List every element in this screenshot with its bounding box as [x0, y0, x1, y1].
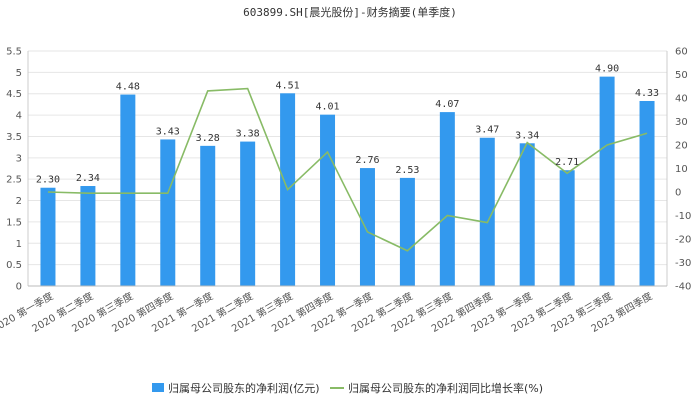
right-y-axis: -40 -30 -20 -10 0 10 20 30 40 50 60	[666, 47, 691, 293]
bar	[120, 94, 136, 286]
bar-value-label: 4.48	[116, 82, 140, 93]
right-y-tick-label: 10	[675, 164, 688, 175]
bar-value-label: 4.90	[595, 64, 619, 75]
bar-value-label: 3.43	[156, 126, 180, 137]
bar-value-label: 2.76	[355, 155, 379, 166]
chart-title: 603899.SH[晨光股份]-财务摘要(单季度)	[243, 5, 457, 19]
left-y-tick-label: 2	[16, 196, 22, 207]
growth-rate-line	[47, 87, 648, 252]
bar-value-label: 2.71	[555, 157, 579, 168]
left-y-tick-label: 4.5	[6, 89, 22, 100]
left-y-tick-label: 2.5	[6, 175, 22, 186]
bar	[439, 112, 455, 286]
legend-bar-label: 归属母公司股东的净利润(亿元)	[168, 381, 320, 395]
bar	[479, 137, 495, 286]
bar	[160, 139, 176, 286]
right-y-tick-label: -40	[675, 282, 691, 293]
left-y-tick-label: 0	[16, 282, 22, 293]
data-labels: 2.30 2.34 4.48 3.43 3.28 3.38 4.51 4.01 2.76 2.53…	[36, 64, 659, 186]
bar-value-label: 3.34	[515, 130, 539, 141]
right-y-tick-label: -20	[675, 235, 691, 246]
legend-bar-swatch	[152, 383, 164, 392]
right-y-tick-label: 40	[675, 94, 688, 105]
left-y-tick-label: 1.5	[6, 217, 22, 228]
left-y-tick-label: 3.5	[6, 132, 22, 143]
line-series	[47, 87, 648, 252]
bar	[359, 168, 375, 286]
right-y-tick-label: 50	[675, 70, 688, 81]
left-y-tick-label: 4	[16, 111, 22, 122]
bar	[320, 114, 336, 286]
bar	[599, 76, 615, 287]
bar	[80, 186, 96, 286]
right-y-tick-label: -10	[675, 211, 691, 222]
bar-value-label: 4.51	[276, 80, 300, 91]
right-y-tick-label: 60	[675, 47, 688, 58]
bar-value-label: 2.34	[76, 173, 100, 184]
bar-value-label: 2.53	[395, 165, 419, 176]
bar	[240, 141, 256, 286]
left-y-tick-label: 3	[16, 153, 22, 164]
bar	[40, 187, 56, 286]
right-y-tick-label: 0	[675, 188, 681, 199]
bar-value-label: 4.33	[635, 88, 659, 99]
bar	[200, 145, 216, 286]
bar	[519, 143, 535, 286]
bar-value-label: 3.38	[236, 129, 260, 140]
bar-value-label: 3.47	[475, 125, 499, 136]
bar-series	[40, 76, 655, 287]
left-y-tick-label: 5.5	[6, 47, 22, 58]
left-y-tick-label: 1	[16, 239, 22, 250]
bar-value-label: 3.28	[196, 133, 220, 144]
bar-value-label: 2.30	[36, 175, 60, 186]
bar	[559, 170, 575, 286]
left-y-axis: 0 0.5 1 1.5 2 2.5 3 3.5 4 4.5 5 5.5	[6, 47, 29, 293]
right-y-tick-label: -30	[675, 258, 691, 269]
legend[interactable]: 归属母公司股东的净利润(亿元) 归属母公司股东的净利润同比增长率(%)	[152, 381, 543, 395]
left-y-tick-label: 5	[16, 68, 22, 79]
bar	[639, 100, 655, 286]
bar	[399, 177, 415, 286]
right-y-tick-label: 20	[675, 141, 688, 152]
legend-line-label: 归属母公司股东的净利润同比增长率(%)	[348, 381, 543, 395]
bar-value-label: 4.01	[315, 102, 339, 113]
bar-value-label: 4.07	[435, 99, 459, 110]
left-y-tick-label: 0.5	[6, 260, 22, 271]
right-y-tick-label: 30	[675, 117, 688, 128]
